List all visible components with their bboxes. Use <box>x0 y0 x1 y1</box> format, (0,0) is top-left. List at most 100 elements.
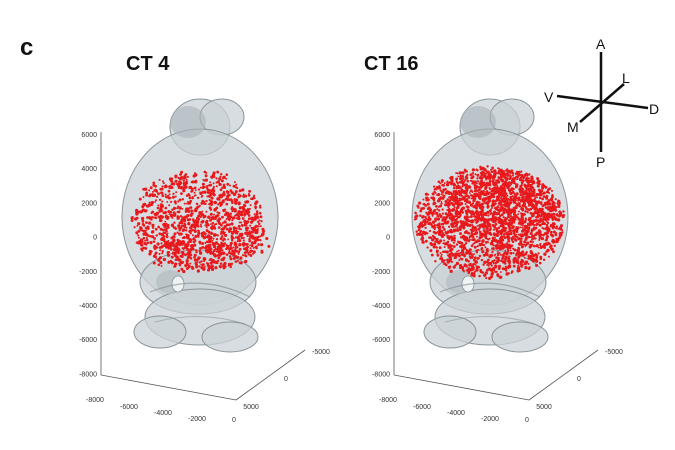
cell-point <box>439 252 442 254</box>
cell-point <box>524 210 527 213</box>
cell-point <box>209 188 214 193</box>
cell-point <box>172 238 176 243</box>
cell-point <box>470 274 473 277</box>
cell-point <box>485 268 489 272</box>
cell-point <box>433 226 436 229</box>
cell-point <box>177 248 181 252</box>
cell-point <box>240 236 244 240</box>
cell-point <box>476 244 479 248</box>
cell-point <box>492 228 495 231</box>
cell-point <box>549 205 552 208</box>
cell-point <box>529 240 533 243</box>
cell-point <box>444 187 447 191</box>
cell-point <box>259 235 262 238</box>
cell-point <box>160 203 163 206</box>
cell-point <box>490 242 494 246</box>
cell-point <box>158 256 162 260</box>
cell-point <box>216 219 220 223</box>
cell-point <box>235 183 238 186</box>
cell-point <box>560 234 563 237</box>
cell-point <box>181 198 185 201</box>
cell-point <box>462 196 466 200</box>
cell-point <box>222 175 226 180</box>
cell-point <box>420 207 424 211</box>
cell-point <box>190 180 193 184</box>
cell-point <box>170 177 173 180</box>
cell-point <box>435 211 439 216</box>
y-tick-label: -4000 <box>372 303 390 310</box>
cell-point <box>181 252 185 256</box>
cell-point <box>444 199 448 204</box>
cell-point <box>199 216 202 219</box>
z-tick-label: -5000 <box>312 349 330 356</box>
cell-point <box>473 263 476 265</box>
cell-point <box>257 243 260 246</box>
cell-point <box>472 274 476 278</box>
cell-point <box>133 226 136 229</box>
cell-point <box>146 225 150 229</box>
cell-point <box>222 190 226 194</box>
cell-point <box>177 200 180 203</box>
cell-point <box>513 201 517 205</box>
cell-point <box>510 169 514 173</box>
cell-point <box>201 190 204 194</box>
cell-point <box>451 176 454 179</box>
cell-point <box>182 228 186 232</box>
cell-point <box>254 225 257 228</box>
cell-point <box>456 220 460 224</box>
cell-point <box>496 197 500 201</box>
cell-point <box>483 212 487 216</box>
cell-point <box>226 198 229 202</box>
cell-point <box>498 210 501 213</box>
cell-point <box>229 265 233 269</box>
cell-point <box>226 214 230 218</box>
cell-point <box>175 191 178 194</box>
cell-point <box>253 215 257 220</box>
cell-point <box>228 251 231 255</box>
cell-point <box>435 205 438 208</box>
cell-point <box>542 227 546 230</box>
compass-label-d: D <box>649 101 659 117</box>
cell-point <box>137 210 141 214</box>
cell-point <box>160 209 164 212</box>
cell-point <box>239 213 243 217</box>
cell-point <box>532 205 537 209</box>
cell-point <box>173 244 177 248</box>
cell-point <box>539 191 542 195</box>
cell-point <box>209 243 212 246</box>
cell-point <box>503 200 507 203</box>
cell-point <box>187 251 191 255</box>
cell-point <box>554 198 557 201</box>
cell-point <box>226 195 229 199</box>
cell-point <box>441 180 444 184</box>
z-tick-label: 0 <box>577 376 581 383</box>
cell-point <box>238 227 241 231</box>
cell-point <box>473 212 476 215</box>
cell-point <box>528 177 530 180</box>
cell-point <box>453 256 456 260</box>
cell-point <box>499 172 503 176</box>
cell-point <box>545 226 548 229</box>
cell-point <box>543 218 546 221</box>
y-tick-label: -2000 <box>79 269 97 276</box>
cell-point <box>530 178 534 182</box>
cell-point <box>225 173 229 176</box>
cell-point <box>158 216 162 220</box>
cell-point <box>185 267 189 270</box>
cell-point <box>445 221 449 225</box>
cell-point <box>488 182 491 186</box>
cell-point <box>480 247 484 251</box>
cell-point <box>196 221 200 224</box>
cell-point <box>551 240 556 244</box>
cell-point <box>251 197 255 201</box>
cell-point <box>481 190 484 194</box>
cell-point <box>493 259 496 262</box>
cell-point <box>509 215 513 218</box>
y-tick-label: -2000 <box>372 269 390 276</box>
cell-point <box>213 261 216 264</box>
cell-point <box>438 222 441 225</box>
cell-point <box>521 195 525 198</box>
cell-point <box>508 226 511 230</box>
cell-point <box>525 193 528 196</box>
cell-point <box>216 259 220 263</box>
